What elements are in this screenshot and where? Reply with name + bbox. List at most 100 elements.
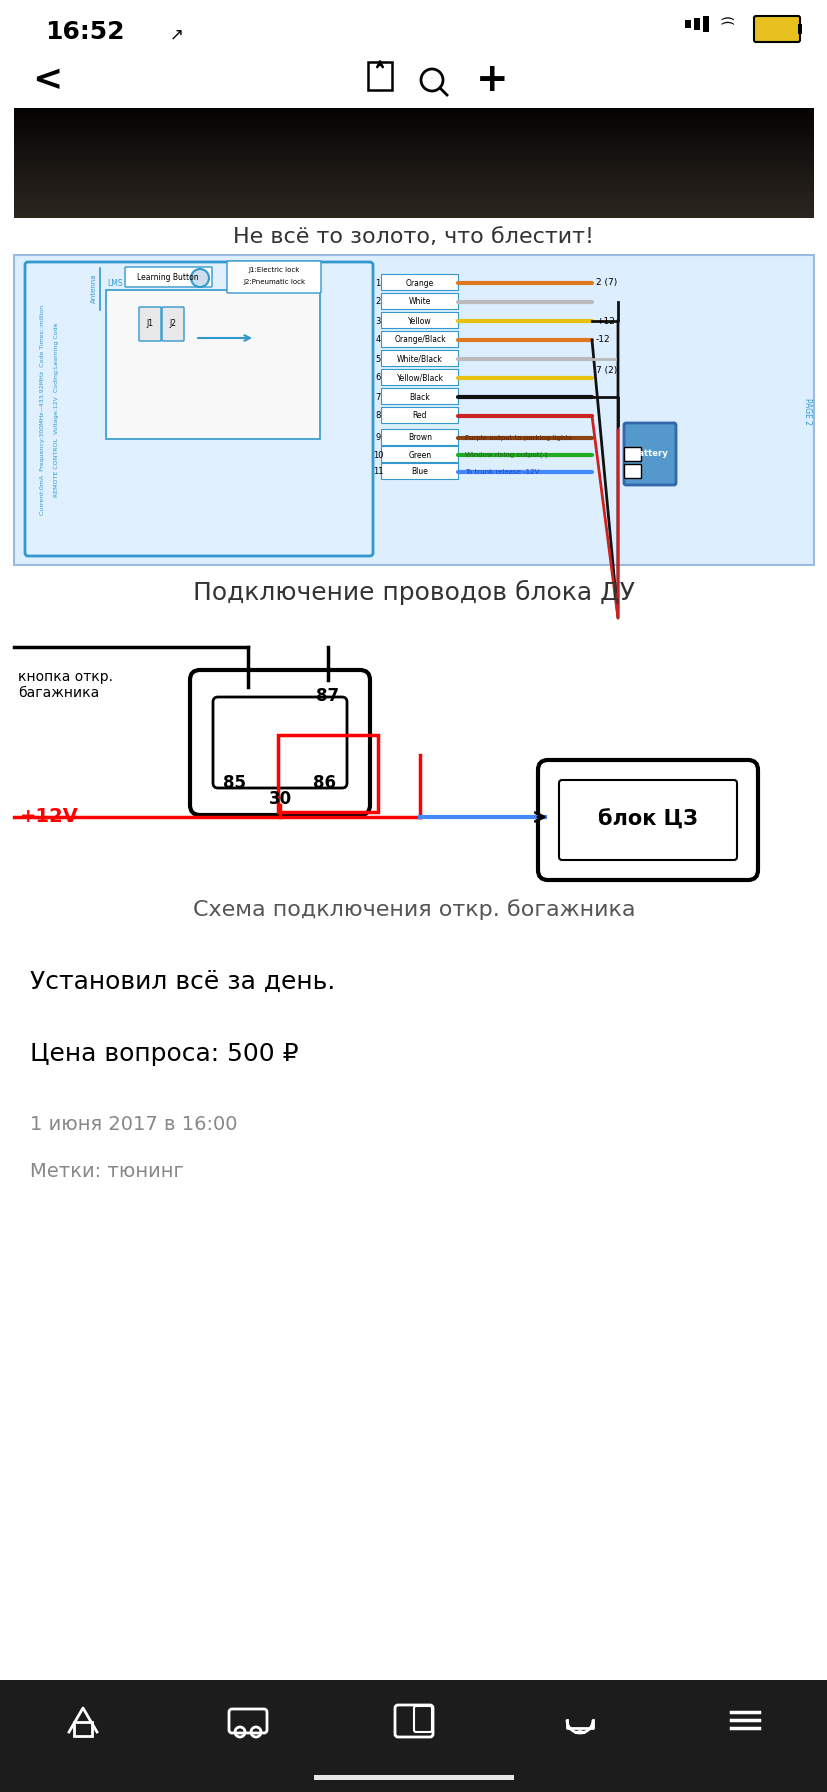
Bar: [14, 201, 813, 202]
FancyBboxPatch shape: [213, 697, 347, 788]
Text: Blue: Blue: [411, 468, 428, 477]
FancyBboxPatch shape: [139, 306, 160, 340]
FancyBboxPatch shape: [381, 351, 458, 367]
FancyBboxPatch shape: [381, 446, 458, 462]
Bar: [14, 167, 813, 168]
Bar: [14, 190, 813, 192]
Text: Current:0mA  Frequency:300MHz~433.92MHz  Code Times::million: Current:0mA Frequency:300MHz~433.92MHz C…: [41, 305, 45, 514]
Bar: [14, 185, 813, 186]
Text: Установил всё за день.: Установил всё за день.: [30, 969, 335, 995]
FancyBboxPatch shape: [227, 262, 321, 294]
Text: Цена вопроса: 500 ₽: Цена вопроса: 500 ₽: [30, 1041, 299, 1066]
Text: 1 июня 2017 в 16:00: 1 июня 2017 в 16:00: [30, 1115, 237, 1134]
Text: Battery: Battery: [631, 450, 667, 459]
Text: 5: 5: [375, 355, 380, 364]
Bar: [313, 1776, 514, 1779]
Text: 2 (7): 2 (7): [595, 278, 616, 287]
Bar: [14, 152, 813, 154]
Bar: [14, 170, 813, 172]
Text: 6: 6: [375, 373, 380, 382]
Text: LMS: LMS: [107, 278, 122, 287]
Bar: [14, 197, 813, 201]
Bar: [14, 192, 813, 194]
Text: 8: 8: [375, 412, 380, 421]
Text: Brown: Brown: [408, 434, 432, 443]
Bar: [14, 115, 813, 116]
Text: +12: +12: [595, 317, 614, 326]
Text: кнопка откр.: кнопка откр.: [18, 670, 112, 685]
Text: 86: 86: [313, 774, 336, 792]
FancyBboxPatch shape: [558, 780, 736, 860]
Text: 10: 10: [372, 450, 383, 459]
FancyBboxPatch shape: [106, 290, 319, 439]
Bar: [14, 145, 813, 149]
Bar: [14, 177, 813, 179]
Bar: [0, 1679, 827, 1792]
Bar: [14, 168, 813, 170]
FancyBboxPatch shape: [162, 306, 184, 340]
FancyBboxPatch shape: [381, 294, 458, 310]
Bar: [14, 188, 813, 190]
Bar: [14, 159, 813, 161]
FancyBboxPatch shape: [624, 448, 641, 462]
Bar: [14, 186, 813, 188]
Text: 9: 9: [375, 434, 380, 443]
Bar: [14, 143, 813, 145]
Bar: [14, 125, 813, 127]
Text: 3: 3: [375, 317, 380, 326]
Bar: [14, 124, 813, 125]
Bar: [14, 118, 813, 120]
Circle shape: [191, 269, 208, 287]
Text: J2:Pneumatic lock: J2:Pneumatic lock: [242, 280, 304, 285]
Text: 11: 11: [372, 468, 383, 477]
Text: 7 (2): 7 (2): [595, 366, 616, 375]
Bar: [14, 138, 813, 140]
Bar: [14, 108, 813, 109]
FancyBboxPatch shape: [381, 369, 458, 385]
FancyBboxPatch shape: [381, 332, 458, 348]
FancyBboxPatch shape: [25, 262, 372, 556]
FancyBboxPatch shape: [14, 254, 813, 564]
Bar: [14, 131, 813, 133]
Text: <: <: [32, 63, 62, 97]
Bar: [14, 136, 813, 138]
Text: 1: 1: [375, 278, 380, 287]
FancyBboxPatch shape: [189, 670, 370, 815]
Bar: [14, 174, 813, 176]
Bar: [367, 63, 391, 90]
FancyBboxPatch shape: [381, 389, 458, 405]
Bar: [14, 211, 813, 213]
Text: 4: 4: [375, 335, 380, 344]
Text: J2: J2: [170, 319, 176, 328]
Text: +12V: +12V: [20, 808, 79, 826]
Text: 16:52: 16:52: [45, 20, 124, 45]
FancyBboxPatch shape: [753, 16, 799, 41]
Text: -12: -12: [595, 335, 609, 344]
Text: ((: ((: [717, 16, 731, 27]
Text: блок ЦЗ: блок ЦЗ: [597, 810, 697, 830]
Text: Black: Black: [409, 392, 430, 401]
Bar: [14, 195, 813, 197]
Text: To trunk release -12V: To trunk release -12V: [465, 470, 538, 475]
Bar: [702, 16, 708, 32]
Text: Orange: Orange: [405, 278, 433, 287]
Bar: [14, 206, 813, 208]
Bar: [14, 179, 813, 183]
Text: Подключение проводов блока ДУ: Подключение проводов блока ДУ: [193, 579, 634, 604]
Bar: [14, 134, 813, 136]
Bar: [14, 122, 813, 124]
Bar: [14, 154, 813, 156]
FancyBboxPatch shape: [381, 312, 458, 328]
Bar: [14, 158, 813, 159]
FancyBboxPatch shape: [381, 464, 458, 480]
Text: Orange/Black: Orange/Black: [394, 335, 445, 344]
Text: White: White: [409, 297, 431, 306]
FancyBboxPatch shape: [538, 760, 757, 880]
Bar: [14, 116, 813, 118]
Text: Window rising output(-): Window rising output(-): [465, 452, 547, 459]
Text: White/Black: White/Black: [397, 355, 442, 364]
Bar: [14, 183, 813, 185]
Text: 7: 7: [375, 392, 380, 401]
FancyBboxPatch shape: [624, 423, 675, 486]
Bar: [278, 735, 378, 812]
